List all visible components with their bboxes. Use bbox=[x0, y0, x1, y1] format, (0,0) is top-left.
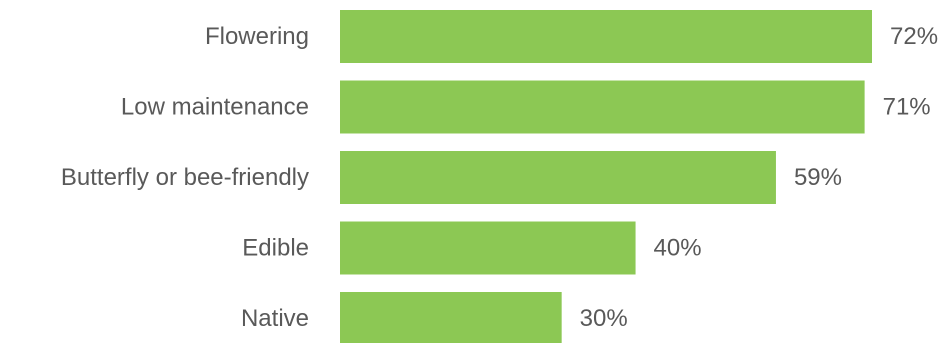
value-label: 71% bbox=[883, 94, 931, 121]
category-label: Low maintenance bbox=[121, 94, 309, 121]
bar-edible bbox=[340, 221, 636, 275]
category-label: Butterfly or bee-friendly bbox=[61, 164, 309, 191]
category-label: Edible bbox=[242, 235, 309, 262]
bars-layer bbox=[340, 10, 872, 343]
category-labels: Flowering Low maintenance Butterfly or bee… bbox=[61, 23, 309, 332]
value-label: 40% bbox=[654, 235, 702, 262]
value-label: 72% bbox=[890, 23, 938, 50]
value-labels: 72% 71% 59% 40% 30% bbox=[580, 23, 938, 332]
bar-butterfly-or-bee-friendly bbox=[340, 151, 776, 204]
bar-native bbox=[340, 292, 562, 343]
bar-low-maintenance bbox=[340, 80, 865, 134]
value-label: 30% bbox=[580, 305, 628, 332]
category-label: Flowering bbox=[205, 23, 309, 50]
value-label: 59% bbox=[794, 164, 842, 191]
bar-flowering bbox=[340, 10, 872, 63]
category-label: Native bbox=[241, 305, 309, 332]
